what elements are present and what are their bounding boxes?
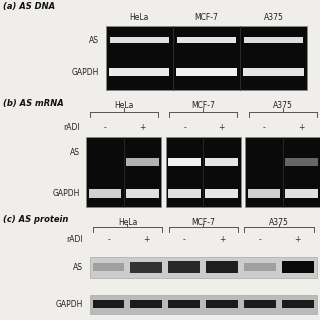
Text: +: + [295,235,301,244]
Text: GAPDH: GAPDH [52,189,80,198]
FancyBboxPatch shape [168,261,200,273]
FancyBboxPatch shape [109,68,170,76]
Text: +: + [219,124,225,132]
Text: -: - [183,124,186,132]
FancyBboxPatch shape [86,137,161,207]
Text: AS: AS [89,36,99,45]
FancyBboxPatch shape [245,137,320,207]
FancyBboxPatch shape [244,263,276,271]
FancyBboxPatch shape [248,189,280,198]
Text: +: + [298,124,305,132]
FancyBboxPatch shape [89,189,122,198]
FancyBboxPatch shape [206,300,238,308]
Text: +: + [143,235,149,244]
Text: -: - [183,235,186,244]
Text: MCF-7: MCF-7 [191,101,215,110]
FancyBboxPatch shape [106,26,307,90]
FancyBboxPatch shape [168,189,201,198]
Text: rADI: rADI [67,235,83,244]
Text: HeLa: HeLa [114,101,133,110]
Text: -: - [259,235,261,244]
FancyBboxPatch shape [166,137,241,207]
FancyBboxPatch shape [206,261,238,273]
FancyBboxPatch shape [90,257,317,278]
FancyBboxPatch shape [126,189,159,198]
Text: MCF-7: MCF-7 [195,13,218,22]
FancyBboxPatch shape [285,189,318,198]
Text: A375: A375 [269,218,289,227]
Text: +: + [219,235,225,244]
FancyBboxPatch shape [90,295,317,314]
Text: GAPDH: GAPDH [72,68,99,76]
FancyBboxPatch shape [131,261,162,273]
Text: AS: AS [70,148,80,157]
FancyBboxPatch shape [176,68,237,76]
FancyBboxPatch shape [244,37,303,44]
Text: (a) AS DNA: (a) AS DNA [3,2,55,11]
FancyBboxPatch shape [110,37,169,44]
Text: HeLa: HeLa [118,218,137,227]
FancyBboxPatch shape [282,300,314,308]
FancyBboxPatch shape [282,261,314,273]
FancyBboxPatch shape [168,158,201,166]
Text: -: - [263,124,265,132]
Text: -: - [104,124,107,132]
Text: -: - [107,235,110,244]
FancyBboxPatch shape [177,37,236,44]
FancyBboxPatch shape [243,68,304,76]
FancyBboxPatch shape [285,158,318,166]
FancyBboxPatch shape [131,300,162,308]
Text: A375: A375 [264,13,284,22]
Text: MCF-7: MCF-7 [191,218,215,227]
Text: A375: A375 [273,101,292,110]
Text: (b) AS mRNA: (b) AS mRNA [3,99,64,108]
FancyBboxPatch shape [205,158,238,166]
Text: HeLa: HeLa [130,13,149,22]
FancyBboxPatch shape [92,300,124,308]
Text: rADI: rADI [63,124,80,132]
Text: (c) AS protein: (c) AS protein [3,215,68,224]
FancyBboxPatch shape [92,263,124,271]
FancyBboxPatch shape [244,300,276,308]
Text: AS: AS [73,263,83,272]
Text: +: + [139,124,146,132]
FancyBboxPatch shape [205,189,238,198]
FancyBboxPatch shape [126,158,159,166]
Text: GAPDH: GAPDH [56,300,83,309]
FancyBboxPatch shape [168,300,200,308]
